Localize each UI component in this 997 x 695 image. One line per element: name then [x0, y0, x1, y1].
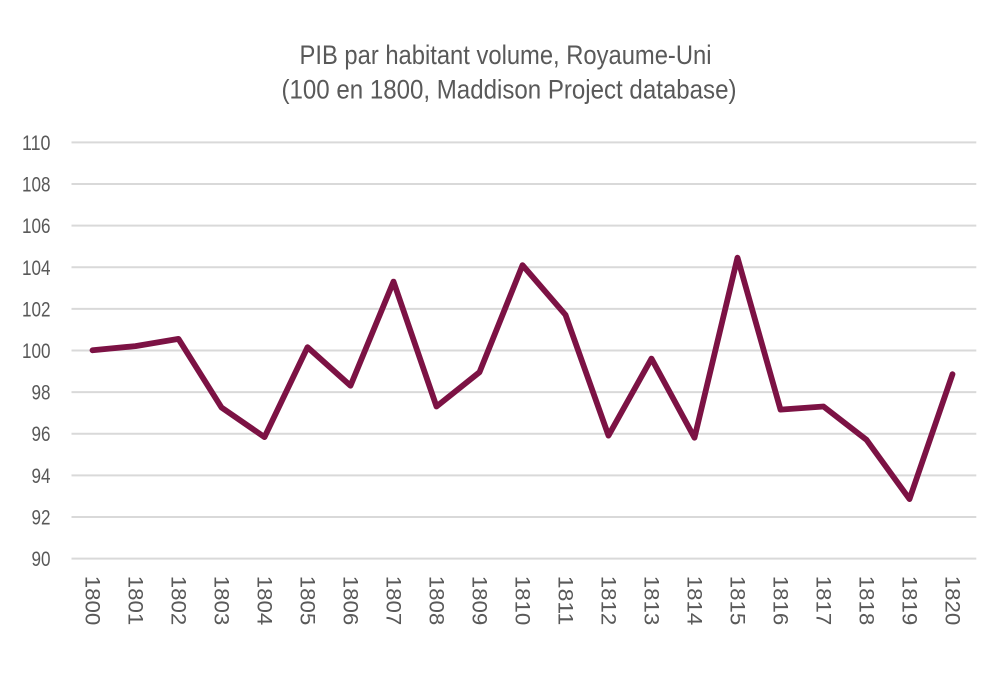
svg-text:110: 110: [22, 131, 51, 155]
svg-text:1804: 1804: [253, 576, 276, 626]
svg-text:1814: 1814: [683, 576, 706, 626]
svg-text:102: 102: [22, 297, 51, 321]
svg-text:92: 92: [32, 506, 51, 530]
svg-text:1816: 1816: [769, 576, 792, 626]
svg-text:98: 98: [32, 381, 51, 405]
svg-text:1808: 1808: [425, 576, 448, 626]
svg-text:1818: 1818: [855, 576, 878, 626]
svg-text:1813: 1813: [640, 576, 663, 626]
svg-text:1803: 1803: [210, 576, 233, 626]
svg-text:1820: 1820: [941, 576, 964, 626]
svg-text:100: 100: [22, 339, 51, 363]
svg-text:(100 en 1800, Maddison Project: (100 en 1800, Maddison Project database): [282, 74, 737, 104]
svg-text:90: 90: [32, 547, 51, 571]
svg-text:1809: 1809: [468, 576, 491, 626]
svg-text:PIB par habitant volume, Royau: PIB par habitant volume, Royaume-Uni: [300, 40, 712, 70]
svg-text:104: 104: [22, 256, 51, 280]
svg-text:106: 106: [22, 214, 51, 238]
svg-text:108: 108: [22, 173, 51, 197]
svg-text:1807: 1807: [382, 576, 405, 626]
svg-text:1806: 1806: [339, 576, 362, 626]
svg-text:96: 96: [32, 422, 51, 446]
svg-text:1801: 1801: [124, 576, 147, 626]
svg-text:1819: 1819: [898, 576, 921, 626]
svg-text:1805: 1805: [296, 576, 319, 626]
svg-text:1811: 1811: [554, 576, 577, 626]
svg-text:1812: 1812: [597, 576, 620, 626]
svg-text:1810: 1810: [511, 576, 534, 626]
svg-text:1802: 1802: [167, 576, 190, 626]
svg-text:1815: 1815: [726, 576, 749, 626]
svg-text:1800: 1800: [81, 576, 104, 626]
svg-text:94: 94: [32, 464, 51, 488]
svg-text:1817: 1817: [812, 576, 835, 626]
